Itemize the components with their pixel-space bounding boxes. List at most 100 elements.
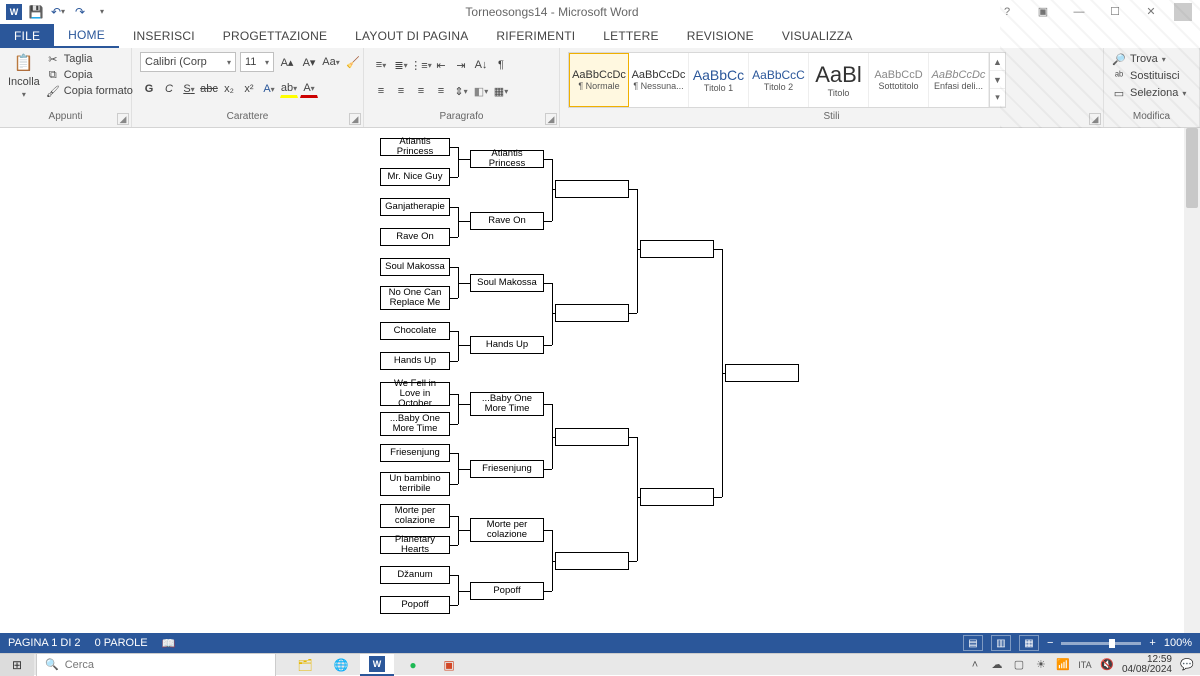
subscript-button[interactable]: x₂ bbox=[220, 80, 238, 98]
account-icon[interactable] bbox=[1174, 3, 1192, 21]
zoom-slider[interactable] bbox=[1061, 642, 1141, 645]
align-center-button[interactable]: ≡ bbox=[392, 82, 410, 100]
change-case-button[interactable]: Aa▾ bbox=[322, 53, 340, 71]
bullets-button[interactable]: ≡▾ bbox=[372, 56, 390, 74]
show-marks-button[interactable]: ¶ bbox=[492, 56, 510, 74]
tray-volume-icon[interactable]: 🔇 bbox=[1100, 658, 1114, 672]
undo-icon[interactable]: ↶▾ bbox=[50, 4, 66, 20]
zoom-in-button[interactable]: + bbox=[1149, 637, 1155, 649]
tab-view[interactable]: VISUALIZZA bbox=[768, 24, 867, 48]
ribbon-display-icon[interactable]: ▣ bbox=[1030, 5, 1056, 18]
grow-font-button[interactable]: A▴ bbox=[278, 53, 296, 71]
paragraph-launcher[interactable]: ◢ bbox=[545, 113, 557, 125]
gallery-up[interactable]: ▲ bbox=[990, 53, 1005, 71]
tab-insert[interactable]: INSERISCI bbox=[119, 24, 209, 48]
sort-button[interactable]: A↓ bbox=[472, 56, 490, 74]
taskbar-spotify[interactable]: ● bbox=[396, 654, 430, 676]
taskbar-explorer[interactable]: 🗂 bbox=[288, 654, 322, 676]
tray-weather-icon[interactable]: ☀ bbox=[1034, 658, 1048, 672]
bold-button[interactable]: G bbox=[140, 80, 158, 98]
superscript-button[interactable]: x² bbox=[240, 80, 258, 98]
highlight-button[interactable]: ab▾ bbox=[280, 80, 298, 98]
print-layout-button[interactable]: ▥ bbox=[991, 635, 1011, 651]
minimize-button[interactable]: — bbox=[1066, 6, 1092, 18]
italic-button[interactable]: C bbox=[160, 80, 178, 98]
zoom-out-button[interactable]: − bbox=[1047, 637, 1053, 649]
document-area[interactable]: Atlantis PrincessMr. Nice GuyGanjatherap… bbox=[0, 128, 1200, 653]
paste-button[interactable]: 📋 Incolla ▾ bbox=[8, 52, 40, 99]
tab-review[interactable]: REVISIONE bbox=[673, 24, 768, 48]
read-mode-button[interactable]: ▤ bbox=[963, 635, 983, 651]
shading-button[interactable]: ◧▾ bbox=[472, 82, 490, 100]
zoom-knob[interactable] bbox=[1109, 639, 1115, 648]
tray-meet-icon[interactable]: ▢ bbox=[1012, 658, 1026, 672]
tray-language-icon[interactable]: ITA bbox=[1078, 658, 1092, 672]
align-right-button[interactable]: ≡ bbox=[412, 82, 430, 100]
borders-button[interactable]: ▦▾ bbox=[492, 82, 510, 100]
tab-mailings[interactable]: LETTERE bbox=[589, 24, 672, 48]
taskbar-chrome[interactable]: 🌐 bbox=[324, 654, 358, 676]
text-effects-button[interactable]: A▾ bbox=[260, 80, 278, 98]
tray-network-icon[interactable]: 📶 bbox=[1056, 658, 1070, 672]
start-button[interactable]: ⊞ bbox=[0, 654, 34, 676]
select-button[interactable]: ▭Seleziona▾ bbox=[1112, 86, 1186, 100]
tab-design[interactable]: PROGETTAZIONE bbox=[209, 24, 341, 48]
tray-onedrive-icon[interactable]: ☁ bbox=[990, 658, 1004, 672]
line-spacing-button[interactable]: ⇕▾ bbox=[452, 82, 470, 100]
close-button[interactable]: ✕ bbox=[1138, 5, 1164, 18]
decrease-indent-button[interactable]: ⇤ bbox=[432, 56, 450, 74]
tab-references[interactable]: RIFERIMENTI bbox=[482, 24, 589, 48]
shrink-font-button[interactable]: A▾ bbox=[300, 53, 318, 71]
font-launcher[interactable]: ◢ bbox=[349, 113, 361, 125]
styles-gallery[interactable]: AaBbCcDc¶ NormaleAaBbCcDc¶ Nessuna...AaB… bbox=[568, 52, 1006, 108]
style-item[interactable]: AaBbCcDcEnfasi deli... bbox=[929, 53, 989, 107]
align-left-button[interactable]: ≡ bbox=[372, 82, 390, 100]
taskbar-search[interactable]: 🔍 Cerca bbox=[36, 654, 276, 676]
clear-formatting-button[interactable]: 🧹 bbox=[344, 53, 362, 71]
gallery-more[interactable]: ▾ bbox=[990, 89, 1005, 107]
style-item[interactable]: AaBbCcTitolo 1 bbox=[689, 53, 749, 107]
increase-indent-button[interactable]: ⇥ bbox=[452, 56, 470, 74]
web-layout-button[interactable]: ▦ bbox=[1019, 635, 1039, 651]
word-count[interactable]: 0 PAROLE bbox=[95, 637, 148, 649]
help-icon[interactable]: ? bbox=[994, 6, 1020, 18]
styles-launcher[interactable]: ◢ bbox=[1089, 113, 1101, 125]
tab-file[interactable]: FILE bbox=[0, 24, 54, 48]
qat-customize-icon[interactable]: ▾ bbox=[94, 4, 110, 20]
justify-button[interactable]: ≡ bbox=[432, 82, 450, 100]
style-item[interactable]: AaBbCcDSottotitolo bbox=[869, 53, 929, 107]
underline-button[interactable]: S▾ bbox=[180, 80, 198, 98]
style-item[interactable]: AaBlTitolo bbox=[809, 53, 869, 107]
scroll-thumb[interactable] bbox=[1186, 128, 1198, 208]
style-item[interactable]: AaBbCcDc¶ Nessuna... bbox=[629, 53, 689, 107]
maximize-button[interactable]: ☐ bbox=[1102, 5, 1128, 18]
copy-button[interactable]: ⧉Copia bbox=[46, 68, 133, 82]
save-icon[interactable]: 💾 bbox=[28, 4, 44, 20]
taskbar-powerpoint[interactable]: ▣ bbox=[432, 654, 466, 676]
font-size-combo[interactable]: 11▾ bbox=[240, 52, 274, 72]
tray-notifications-icon[interactable]: 💬 bbox=[1180, 658, 1194, 672]
cut-button[interactable]: ✂Taglia bbox=[46, 52, 133, 66]
page-indicator[interactable]: PAGINA 1 DI 2 bbox=[8, 637, 81, 649]
gallery-down[interactable]: ▼ bbox=[990, 71, 1005, 89]
vertical-scrollbar[interactable]: ▲ ▼ bbox=[1184, 128, 1200, 653]
format-painter-button[interactable]: 🖌Copia formato bbox=[46, 84, 133, 98]
proofing-icon[interactable]: 📖 bbox=[162, 637, 176, 650]
taskbar-word[interactable]: W bbox=[360, 654, 394, 676]
tab-home[interactable]: HOME bbox=[54, 24, 119, 48]
zoom-level[interactable]: 100% bbox=[1164, 637, 1192, 649]
font-color-button[interactable]: A▾ bbox=[300, 80, 318, 98]
tab-layout[interactable]: LAYOUT DI PAGINA bbox=[341, 24, 482, 48]
style-item[interactable]: AaBbCcDc¶ Normale bbox=[569, 53, 629, 107]
redo-icon[interactable]: ↷ bbox=[72, 4, 88, 20]
find-button[interactable]: 🔎Trova▾ bbox=[1112, 52, 1186, 66]
numbering-button[interactable]: ≣▾ bbox=[392, 56, 410, 74]
clipboard-launcher[interactable]: ◢ bbox=[117, 113, 129, 125]
strikethrough-button[interactable]: abc bbox=[200, 80, 218, 98]
replace-button[interactable]: ᵃᵇSostituisci bbox=[1112, 69, 1186, 83]
multilevel-button[interactable]: ⋮≡▾ bbox=[412, 56, 430, 74]
taskbar-clock[interactable]: 12:59 04/08/2024 bbox=[1122, 655, 1172, 675]
style-item[interactable]: AaBbCcCTitolo 2 bbox=[749, 53, 809, 107]
tray-chevron-icon[interactable]: ˄ bbox=[968, 658, 982, 672]
font-name-combo[interactable]: Calibri (Corp▾ bbox=[140, 52, 236, 72]
